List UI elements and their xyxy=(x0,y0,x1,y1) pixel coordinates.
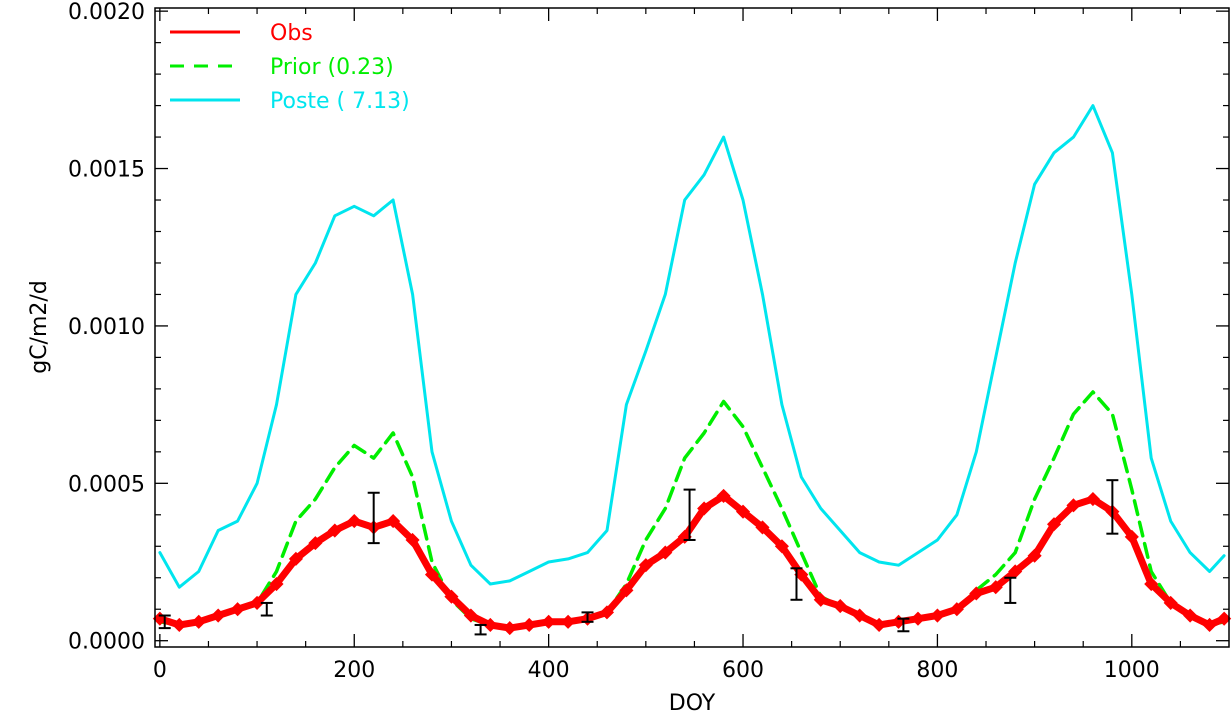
error-bar xyxy=(897,617,910,633)
x-tick-label: 800 xyxy=(916,658,958,683)
obs-point xyxy=(755,520,770,535)
obs-point xyxy=(833,599,848,614)
y-tick-label: 0.0000 xyxy=(68,630,145,655)
obs-point xyxy=(949,602,964,617)
obs-point xyxy=(405,532,420,548)
y-tick-label: 0.0005 xyxy=(68,472,145,497)
error-bar xyxy=(367,491,380,545)
obs-point xyxy=(813,592,828,607)
obs-point xyxy=(930,608,945,623)
x-tick-label: 200 xyxy=(333,658,375,683)
errorbar-layer xyxy=(158,479,1119,636)
obs-point xyxy=(1163,595,1178,610)
ticklabel-layer: 0 200 400 600 800 1000 0.0000 0.0005 0.0010 0.001… xyxy=(68,0,1160,683)
obs-point xyxy=(1202,617,1217,633)
legend-label: Poste ( 7.13) xyxy=(270,89,410,114)
obs-point xyxy=(1144,576,1159,592)
obs-point xyxy=(327,523,342,538)
obs-point xyxy=(191,614,206,629)
obs-point xyxy=(1027,548,1042,563)
x-tick-label: 400 xyxy=(528,658,570,683)
obs-point xyxy=(502,621,517,636)
obs-point xyxy=(249,595,265,610)
obs-point xyxy=(988,580,1003,595)
obs-point xyxy=(1124,529,1139,544)
obs-point xyxy=(561,614,576,629)
obs-point xyxy=(1066,498,1081,513)
obs-point xyxy=(638,558,653,573)
obs-point xyxy=(1085,491,1100,507)
x-axis-title: DOY xyxy=(669,691,716,716)
obs-point xyxy=(774,539,789,554)
obs-point xyxy=(522,617,537,633)
error-bar xyxy=(1106,479,1119,535)
tick-layer xyxy=(155,8,1229,647)
obs-point xyxy=(1183,608,1198,623)
obs-point xyxy=(599,605,615,620)
error-bar xyxy=(474,623,487,636)
obs-point xyxy=(697,501,712,516)
obs-point xyxy=(269,576,284,592)
obs-point xyxy=(969,586,984,601)
legend-label: Prior (0.23) xyxy=(270,55,394,80)
error-bar xyxy=(581,611,594,623)
obs-point xyxy=(211,608,226,623)
obs-point xyxy=(658,545,673,560)
obs-point xyxy=(308,536,323,551)
legend-label: Obs xyxy=(270,21,313,46)
obs-point xyxy=(172,617,187,633)
obs-point xyxy=(288,551,303,566)
error-bar xyxy=(683,488,696,541)
x-tick-label: 1000 xyxy=(1104,658,1160,683)
obs-point xyxy=(852,608,867,623)
error-bar xyxy=(1004,576,1017,604)
obs-point xyxy=(347,514,362,529)
x-tick-label: 600 xyxy=(722,658,764,683)
legend: Obs Prior (0.23) Poste ( 7.13) xyxy=(170,21,410,114)
obs-point xyxy=(910,611,926,626)
x-tick-label: 0 xyxy=(153,658,167,683)
obs-point xyxy=(483,617,498,633)
obs-point xyxy=(716,488,731,503)
error-bar xyxy=(790,567,803,601)
obs-point xyxy=(230,602,245,617)
y-axis-title: gC/m2/d xyxy=(27,280,52,374)
obs-point xyxy=(619,583,634,598)
plot-frame xyxy=(154,7,1230,648)
obs-point xyxy=(1046,517,1062,532)
obs-point xyxy=(463,608,478,623)
obs-point xyxy=(386,514,401,529)
obs-point xyxy=(735,504,751,519)
y-tick-label: 0.0010 xyxy=(68,315,145,340)
obs-point xyxy=(444,589,459,604)
legend-entry-2: Poste ( 7.13) xyxy=(170,89,410,114)
obs-point xyxy=(1217,611,1232,626)
obs-point xyxy=(541,614,556,629)
series-line-2 xyxy=(158,104,1226,589)
y-tick-label: 0.0015 xyxy=(68,158,145,183)
legend-entry-1: Prior (0.23) xyxy=(170,55,394,80)
error-bar xyxy=(260,601,273,617)
y-tick-label: 0.0020 xyxy=(68,0,145,25)
obs-point xyxy=(872,617,887,633)
error-bar xyxy=(158,614,171,630)
legend-entry-0: Obs xyxy=(170,21,313,46)
series-layer xyxy=(152,104,1232,636)
obs-point xyxy=(424,567,440,582)
series-line-1 xyxy=(158,390,1226,630)
